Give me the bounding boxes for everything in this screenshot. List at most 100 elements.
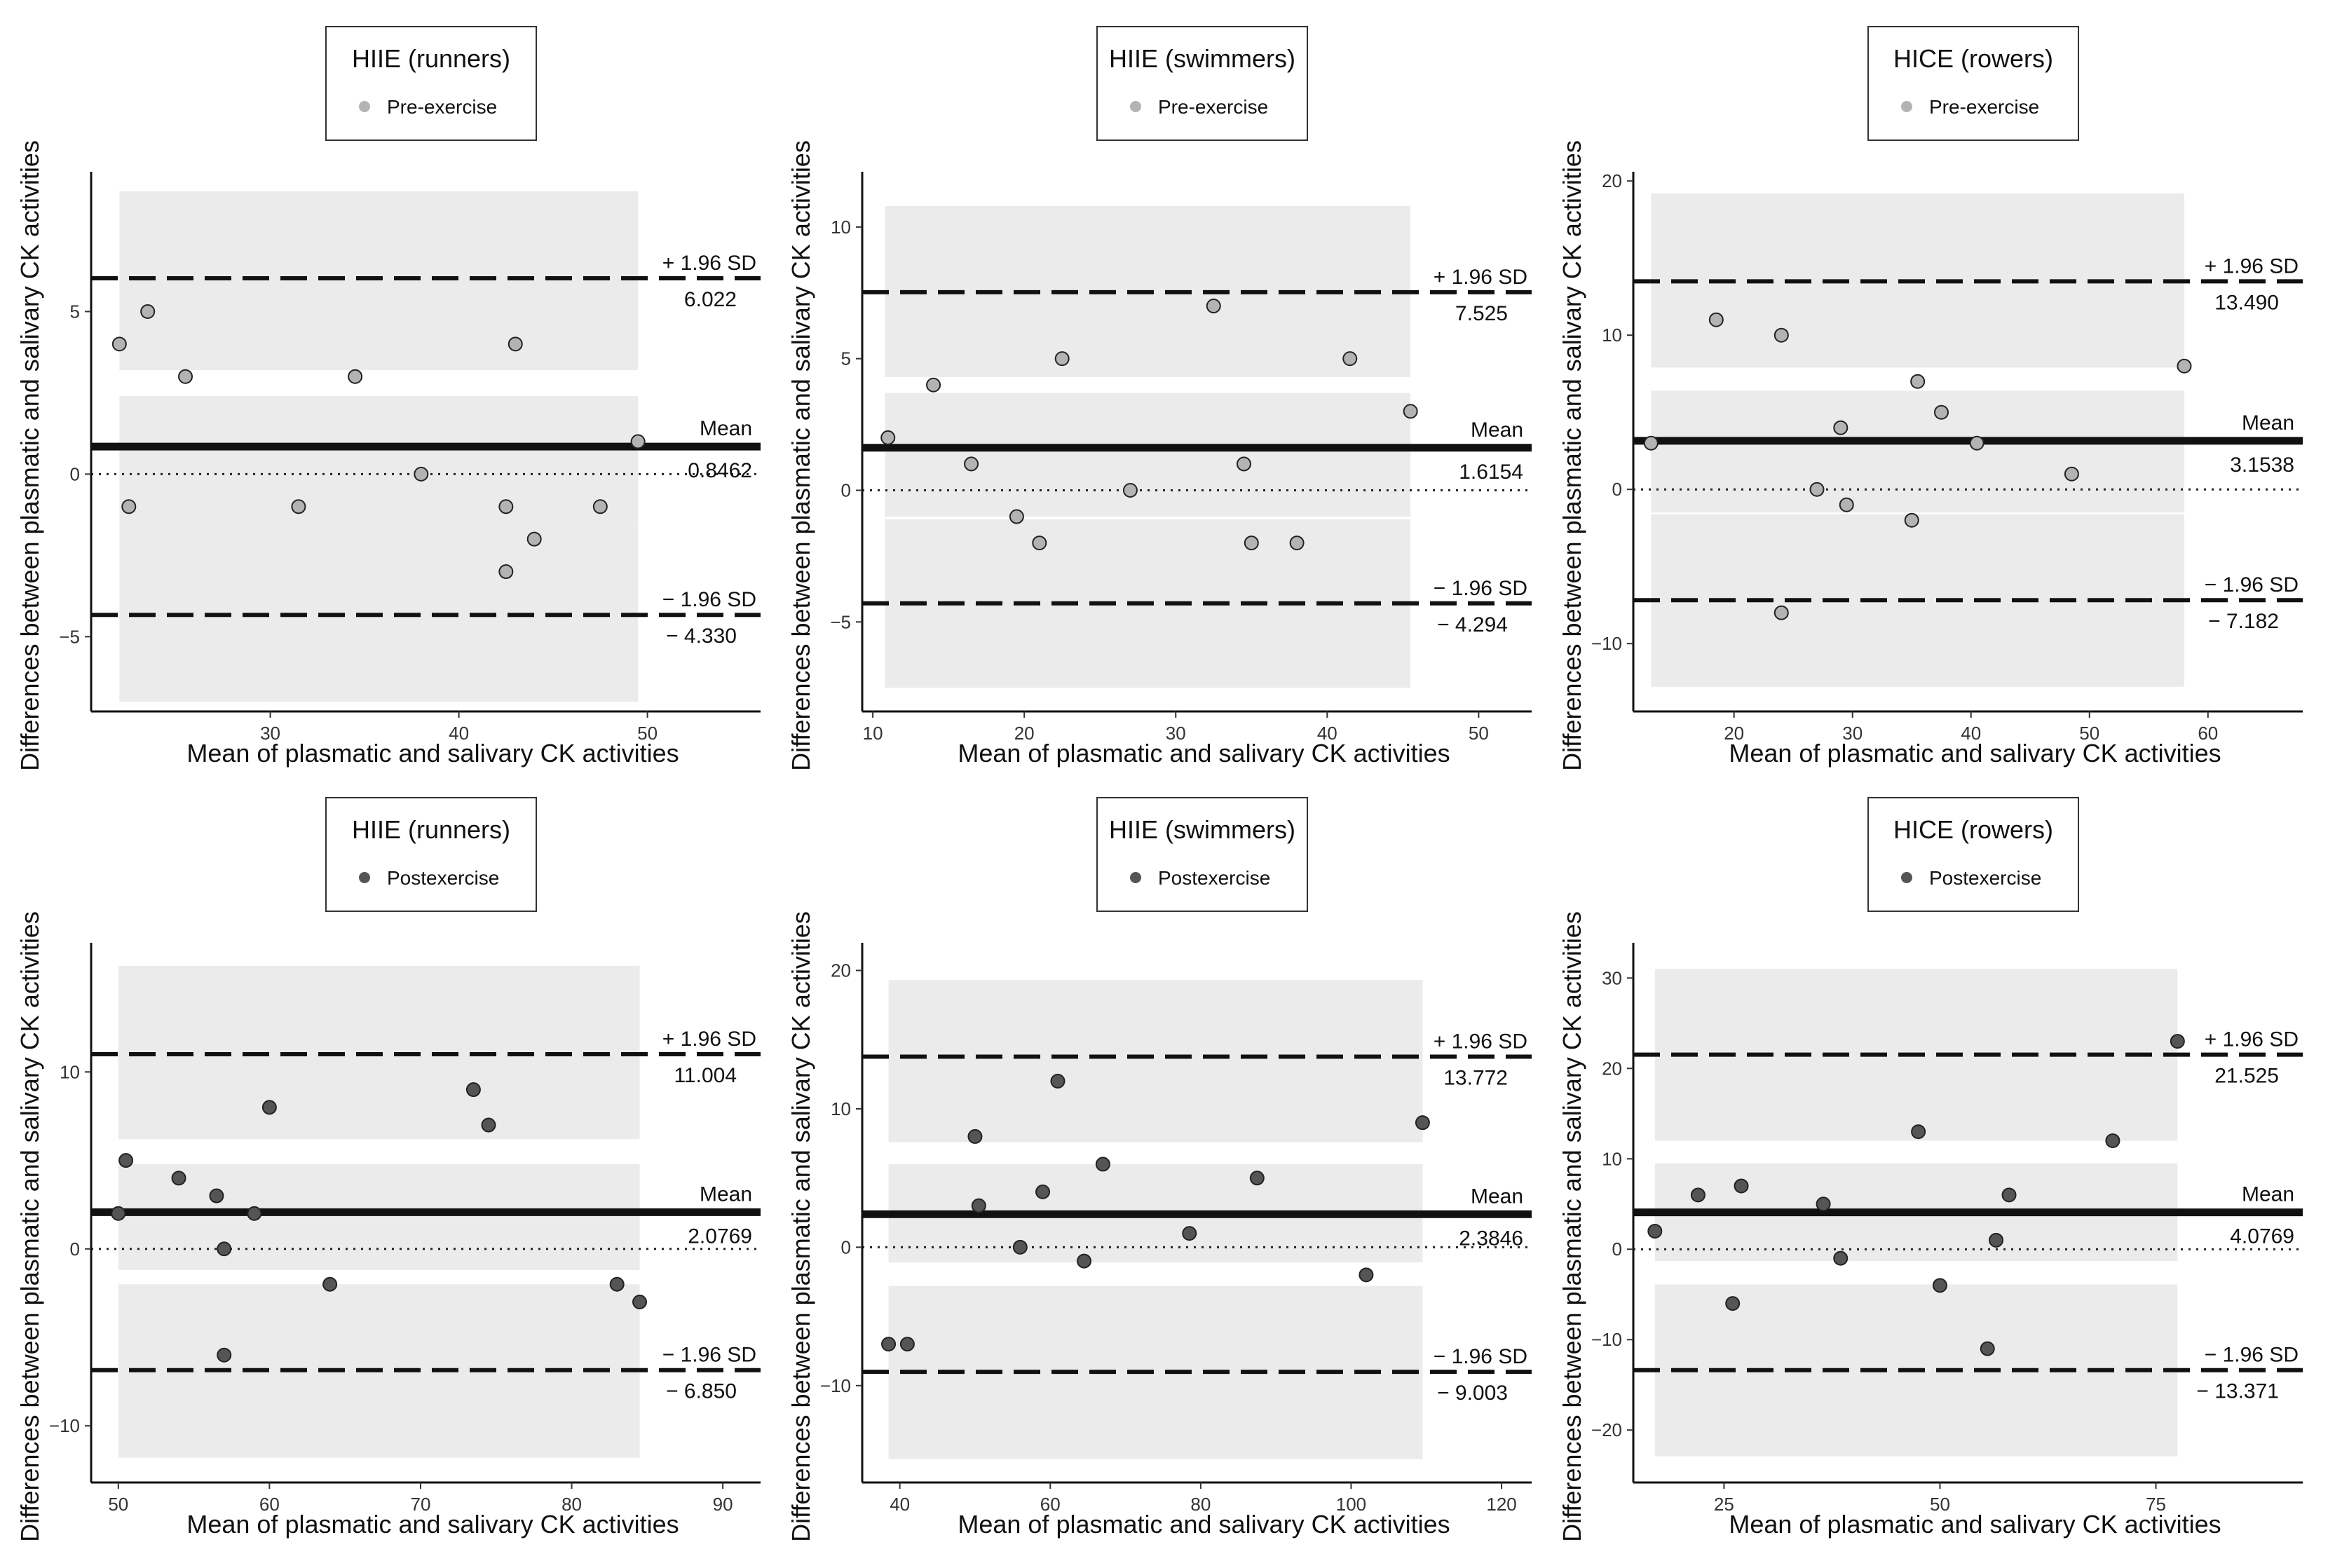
x-tick-label: 60	[1040, 1494, 1061, 1515]
data-point	[1690, 1187, 1706, 1203]
data-point	[1077, 1253, 1092, 1269]
mean-label: Mean	[1471, 418, 1523, 442]
legend-label: Postexercise	[387, 867, 499, 889]
data-point	[1182, 1226, 1197, 1241]
data-point	[899, 1337, 915, 1352]
data-point	[209, 1188, 224, 1204]
data-point	[1236, 456, 1251, 472]
mean-value: 1.6154	[1459, 461, 1523, 484]
legend-title: HICE (rowers)	[1893, 44, 2053, 73]
mean-label: Mean	[700, 417, 752, 440]
data-point	[1032, 536, 1047, 551]
x-tick-label: 40	[449, 723, 469, 744]
upper-limit-value: 21.525	[2214, 1065, 2279, 1088]
upper-limit-label: + 1.96 SD	[2205, 1028, 2299, 1051]
y-tick-label: −20	[1591, 1419, 1622, 1440]
x-tick-label: 40	[1961, 723, 1981, 744]
legend-box	[1867, 797, 2079, 912]
y-tick-label: −10	[1591, 1329, 1622, 1350]
legend-key-point	[359, 101, 370, 112]
data-point	[498, 499, 514, 514]
y-axis-title: Differences between plasmatic and saliva…	[787, 911, 815, 1542]
data-point	[1054, 351, 1070, 367]
data-point	[348, 369, 363, 384]
upper-limit-value: 13.772	[1443, 1066, 1508, 1089]
mean-label: Mean	[2242, 1183, 2294, 1206]
data-point	[880, 430, 896, 445]
x-tick-label: 60	[2198, 723, 2218, 744]
data-point	[2001, 1187, 2017, 1203]
x-axis-title: Mean of plasmatic and salivary CK activi…	[1729, 739, 2221, 768]
data-point	[322, 1276, 338, 1292]
data-point	[1773, 605, 1789, 620]
y-tick-label: −10	[49, 1415, 80, 1436]
y-axis-title: Differences between plasmatic and saliva…	[15, 140, 44, 771]
chart-panel: HICE (rowers) Postexercise + 1.96 SD 21.525…	[1558, 797, 2303, 1542]
lower-limit-label: − 1.96 SD	[2205, 573, 2299, 596]
upper-limit-label: + 1.96 SD	[1434, 266, 1527, 289]
data-point	[1911, 1124, 1926, 1140]
chart-panel: HIIE (runners) Pre-exercise + 1.96 SD 6.022…	[15, 26, 761, 771]
legend-label: Pre-exercise	[1158, 96, 1268, 118]
confidence-band	[119, 522, 639, 702]
y-tick-label: 0	[841, 479, 851, 500]
legend-box	[1867, 26, 2079, 141]
data-point	[247, 1206, 262, 1221]
x-tick-label: 80	[561, 1494, 582, 1515]
data-point	[140, 304, 156, 319]
x-tick-label: 50	[108, 1494, 128, 1515]
data-point	[1809, 482, 1825, 497]
data-point	[1289, 536, 1305, 551]
legend-key-point	[1901, 101, 1912, 112]
upper-limit-value: 7.525	[1455, 302, 1508, 325]
x-tick-label: 20	[1014, 723, 1035, 744]
data-point	[121, 499, 137, 514]
data-point	[1725, 1296, 1741, 1311]
x-tick-label: 60	[259, 1494, 280, 1515]
y-tick-label: −10	[1591, 633, 1622, 654]
upper-limit-value: 11.004	[674, 1064, 737, 1087]
mean-value: 2.0769	[688, 1225, 752, 1248]
legend-title: HIIE (swimmers)	[1109, 815, 1295, 844]
legend-box	[1096, 26, 1308, 141]
legend: HIIE (runners) Postexercise	[325, 797, 537, 912]
x-tick-label: 75	[2146, 1494, 2166, 1515]
x-tick-label: 70	[410, 1494, 430, 1515]
legend-label: Postexercise	[1158, 867, 1270, 889]
y-tick-label: −10	[820, 1375, 851, 1396]
data-point	[632, 1294, 648, 1309]
x-tick-label: 90	[713, 1494, 733, 1515]
data-point	[881, 1337, 897, 1352]
chart-panel: HIIE (swimmers) Postexercise + 1.96 SD 13.7…	[787, 797, 1532, 1542]
upper-limit-label: + 1.96 SD	[662, 252, 756, 275]
data-point	[1643, 435, 1659, 451]
x-axis-title: Mean of plasmatic and salivary CK activi…	[958, 739, 1450, 768]
data-point	[2177, 358, 2192, 374]
lower-limit-value: − 9.003	[1437, 1382, 1508, 1405]
x-tick-label: 120	[1486, 1494, 1516, 1515]
x-axis-title: Mean of plasmatic and salivary CK activi…	[958, 1510, 1450, 1539]
x-tick-label: 40	[1317, 723, 1337, 744]
mean-label: Mean	[700, 1182, 752, 1206]
confidence-band	[885, 393, 1411, 517]
y-tick-label: 0	[841, 1236, 851, 1257]
x-tick-label: 80	[1190, 1494, 1211, 1515]
data-point	[481, 1117, 496, 1133]
data-point	[1244, 536, 1259, 551]
data-point	[465, 1082, 481, 1098]
data-point	[1910, 374, 1926, 389]
legend-title: HIIE (swimmers)	[1109, 44, 1295, 73]
data-point	[1734, 1178, 1749, 1194]
lower-limit-value: − 13.371	[2196, 1380, 2279, 1403]
data-point	[1833, 420, 1849, 435]
data-point	[964, 456, 979, 472]
y-tick-label: 10	[1602, 325, 1622, 346]
data-point	[111, 336, 127, 352]
lower-limit-label: − 1.96 SD	[2205, 1344, 2299, 1367]
y-tick-label: 10	[1602, 1148, 1622, 1169]
x-tick-label: 25	[1714, 1494, 1734, 1515]
data-point	[1773, 327, 1789, 343]
x-tick-label: 30	[1166, 723, 1186, 744]
data-point	[926, 377, 941, 393]
